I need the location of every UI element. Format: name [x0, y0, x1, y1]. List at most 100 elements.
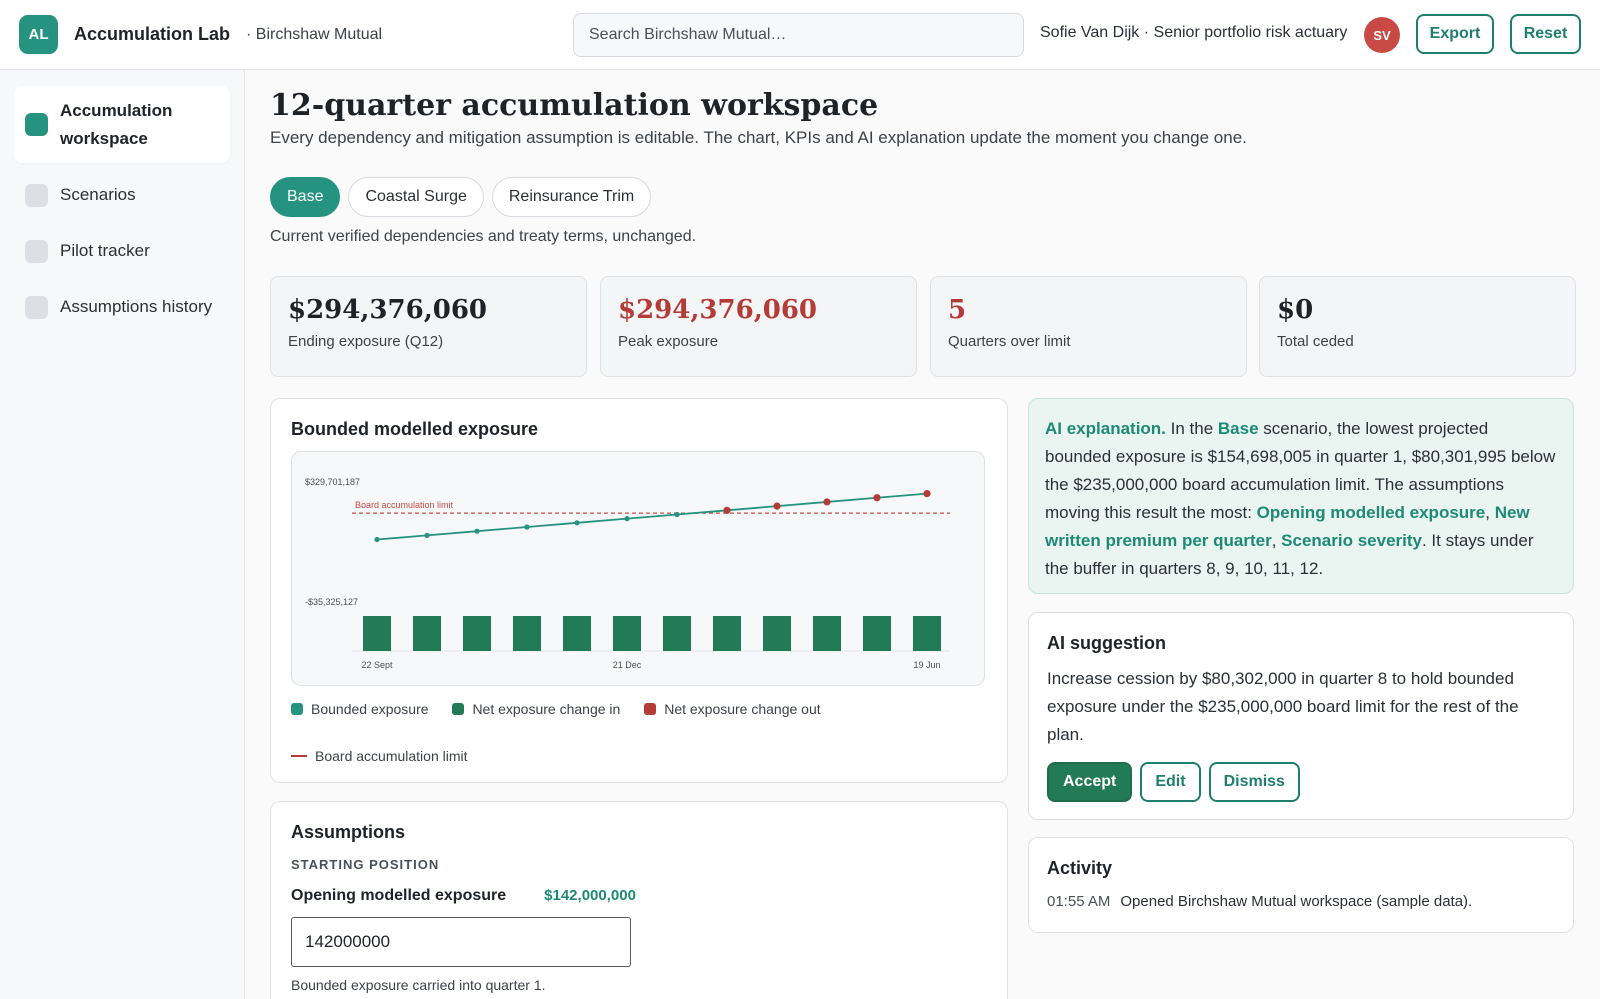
exposure-point: [674, 511, 680, 518]
net-change-bar: [713, 616, 741, 651]
exposure-point: [624, 516, 630, 522]
field-help: Bounded exposure carried into quarter 1.: [291, 977, 546, 993]
sidebar: Accumulation workspace Scenarios Pilot t…: [0, 70, 245, 999]
sidebar-item-label: Accumulation workspace: [60, 100, 173, 148]
kpi-quarters-over-limit: 5 Quarters over limit: [930, 276, 1247, 377]
exposure-point: [424, 532, 430, 538]
avatar[interactable]: SV: [1364, 17, 1400, 53]
kpi-total-ceded: $0 Total ceded: [1259, 276, 1576, 377]
ai-suggestion-card: AI suggestion Increase cession by $80,30…: [1028, 612, 1574, 820]
search-input[interactable]: [573, 13, 1024, 57]
activity-text: Opened Birchshaw Mutual workspace (sampl…: [1120, 893, 1473, 910]
limit-label: Board accumulation limit: [355, 500, 454, 510]
exposure-point: [773, 502, 781, 510]
user-name: Sofie Van Dijk · Senior portfolio risk a…: [1040, 24, 1348, 41]
kpi-label: Peak exposure: [618, 333, 719, 350]
exposure-point: [823, 498, 831, 506]
driver-link[interactable]: Opening modelled exposure: [1256, 503, 1486, 522]
sidebar-item-accumulation-workspace[interactable]: Accumulation workspace: [14, 86, 230, 163]
net-change-bar: [513, 616, 541, 651]
exposure-point: [524, 524, 530, 530]
legend-item-net-change-out: Net exposure change out: [644, 697, 821, 721]
sidebar-item-label: Scenarios: [60, 185, 136, 204]
exposure-point: [723, 506, 731, 514]
ai-explanation-heading: AI explanation.: [1045, 419, 1166, 438]
scenarios-icon: [25, 183, 48, 207]
org-name: · Birchshaw Mutual: [246, 25, 383, 43]
tab-coastal-surge[interactable]: Coastal Surge: [348, 177, 484, 217]
net-change-bar: [913, 616, 941, 651]
reset-button[interactable]: Reset: [1510, 14, 1581, 54]
net-change-bar: [413, 616, 441, 651]
net-change-bar: [763, 616, 791, 651]
exposure-point: [374, 536, 380, 543]
dismiss-button[interactable]: Dismiss: [1208, 762, 1300, 802]
sidebar-item-scenarios[interactable]: Scenarios: [14, 171, 230, 219]
x-tick-label: 19 Jun: [913, 660, 940, 670]
sidebar-item-pilot-tracker[interactable]: Pilot tracker: [14, 227, 230, 275]
chart-legend: Bounded exposure Net exposure change in …: [291, 697, 991, 764]
legend-item-bounded-exposure: Bounded exposure: [291, 697, 429, 721]
assumptions-title: Assumptions: [291, 822, 406, 842]
driver-link[interactable]: Scenario severity: [1281, 531, 1422, 550]
sidebar-item-assumptions-history[interactable]: Assumptions history: [14, 283, 230, 331]
chart-area: $329,701,187 -$35,325,127 Board accumulati…: [291, 451, 985, 686]
activity-item: 01:55 AM Opened Birchshaw Mutual workspac…: [1047, 893, 1472, 910]
scenario-description: Current verified dependencies and treaty…: [270, 228, 697, 245]
chart-card: Bounded modelled exposure $329,701,187 -$…: [270, 398, 1008, 783]
export-button[interactable]: Export: [1416, 14, 1494, 54]
kpi-label: Total ceded: [1277, 333, 1354, 350]
app-title: Accumulation Lab: [74, 24, 231, 44]
tracker-icon: [25, 239, 48, 263]
sidebar-item-label: Pilot tracker: [60, 241, 150, 260]
legend-label: Board accumulation limit: [315, 748, 468, 764]
net-change-bar: [813, 616, 841, 651]
net-change-bar: [863, 616, 891, 651]
net-change-bar: [663, 616, 691, 651]
page-title: 12-quarter accumulation workspace: [270, 88, 879, 123]
chart-title: Bounded modelled exposure: [291, 419, 539, 439]
legend-line-swatch: [291, 755, 307, 757]
bounded-exposure-line: [376, 492, 928, 541]
kpi-ending-exposure: $294,376,060 Ending exposure (Q12): [270, 276, 587, 377]
legend-label: Net exposure change out: [664, 701, 821, 717]
activity-title: Activity: [1047, 858, 1113, 878]
assumptions-card: Assumptions STARTING POSITION Opening mo…: [270, 801, 1008, 999]
kpi-label: Ending exposure (Q12): [288, 333, 444, 350]
kpi-value: $294,376,060: [288, 295, 488, 325]
legend-item-net-change-in: Net exposure change in: [452, 697, 620, 721]
exposure-point: [474, 528, 480, 534]
opening-exposure-input[interactable]: [291, 917, 631, 967]
field-row: Opening modelled exposure $142,000,000: [291, 887, 636, 905]
tab-base[interactable]: Base: [270, 177, 341, 217]
scenario-tabs: Base Coastal Surge Reinsurance Trim: [270, 177, 659, 217]
activity-card: Activity 01:55 AM Opened Birchshaw Mutual…: [1028, 837, 1574, 933]
x-tick-label: 21 Dec: [613, 660, 642, 670]
driver-link[interactable]: New written premium per quarter: [1045, 503, 1530, 550]
legend-swatch: [644, 703, 657, 715]
ai-suggestion-title: AI suggestion: [1047, 633, 1167, 653]
x-tick-label: 22 Sept: [361, 660, 393, 670]
edit-button[interactable]: Edit: [1140, 762, 1201, 802]
net-change-bar: [363, 616, 391, 651]
accept-button[interactable]: Accept: [1047, 762, 1133, 802]
kpi-value: $294,376,060: [618, 295, 818, 325]
ai-explanation: AI explanation. In the Base scenario, th…: [1028, 398, 1574, 594]
kpi-label: Quarters over limit: [948, 333, 1071, 350]
tab-reinsurance-trim[interactable]: Reinsurance Trim: [491, 177, 652, 217]
section-label: STARTING POSITION: [291, 857, 440, 872]
page-subtitle: Every dependency and mitigation assumpti…: [270, 128, 1247, 147]
net-change-bar: [463, 616, 491, 651]
legend-swatch: [452, 703, 465, 715]
scenario-highlight[interactable]: Base: [1217, 419, 1259, 438]
kpi-peak-exposure: $294,376,060 Peak exposure: [600, 276, 917, 377]
ai-explanation-text: scenario, the lowest projected bounded e…: [1045, 419, 1556, 522]
exposure-point: [574, 520, 580, 526]
legend-swatch: [291, 703, 303, 715]
sidebar-item-label: Assumptions history: [60, 297, 213, 316]
kpi-value: 5: [948, 295, 967, 325]
ai-explanation-text: In the: [1165, 419, 1218, 438]
history-icon: [25, 295, 48, 319]
net-change-bar: [563, 616, 591, 651]
legend-label: Bounded exposure: [311, 701, 429, 717]
